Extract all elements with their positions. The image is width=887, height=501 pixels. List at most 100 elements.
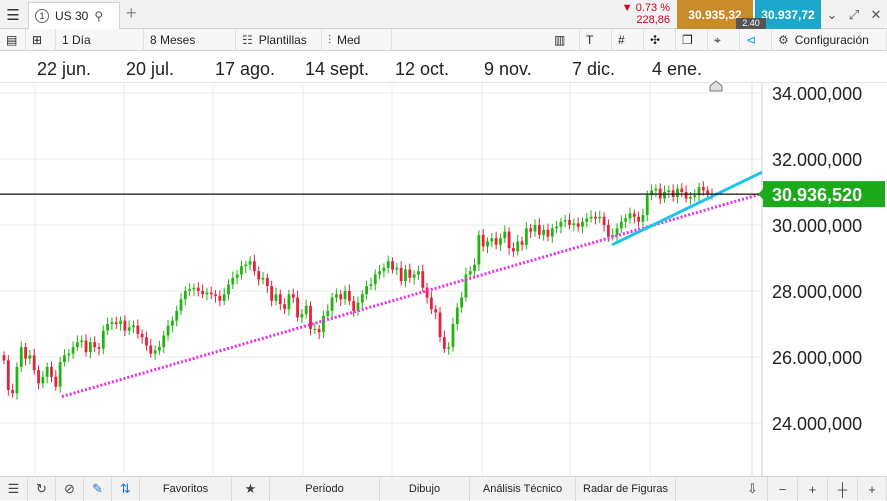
candle-body [158, 347, 161, 351]
chart-grid [0, 83, 763, 476]
technical-analysis-button[interactable]: Análisis Técnico [470, 477, 576, 501]
favorites-label: Favoritos [162, 483, 209, 495]
candle-body [598, 216, 602, 219]
range-select[interactable]: 8 Meses [144, 29, 236, 51]
close-icon[interactable]: ✕ [870, 6, 882, 22]
list-icon[interactable]: ▤ [0, 29, 26, 51]
current-price-badge [763, 181, 885, 208]
candle-body [192, 287, 196, 290]
period-label: Período [305, 483, 344, 495]
pencil-icon[interactable]: ✎ [84, 477, 112, 501]
scroll-up-icon[interactable] [709, 80, 723, 92]
zoom-in-icon[interactable]: + [798, 477, 828, 501]
candle-body [455, 307, 459, 324]
notes-icon[interactable]: ▥ [548, 29, 580, 51]
candle-body [145, 337, 148, 346]
candle-body [568, 220, 571, 225]
search-icon[interactable]: ⚲ [94, 9, 104, 23]
candle-body [88, 342, 92, 353]
range-label: 8 Meses [150, 33, 196, 47]
templates-button[interactable]: ☷ Plantillas [236, 29, 322, 51]
star-icon[interactable]: ★ [232, 477, 270, 501]
candle-body [123, 320, 127, 331]
sort-icon[interactable]: ⇅ [112, 477, 140, 501]
sell-price-button[interactable]: 30.935,32 [677, 0, 754, 29]
candle-body [451, 324, 455, 348]
tag-icon[interactable]: ⊲ [740, 29, 772, 51]
price-axis-label: 32.000,000 [772, 150, 862, 170]
candle-body [343, 291, 347, 300]
chart-style-button[interactable]: ⫶ Med [322, 29, 392, 51]
candle-body [153, 350, 157, 354]
change-percent: ▼ 0.73 % [621, 2, 670, 14]
candle-body [28, 355, 32, 359]
price-axis: 34.000,000 32.000,000 30.000,000 28.000,000… [758, 84, 885, 434]
candle-body [378, 271, 381, 275]
candle-body [235, 274, 239, 278]
bottom-toolbar: ☰ ↻ ⊘ ✎ ⇅ Favoritos ★ Período Dibujo Aná… [0, 476, 887, 501]
layout-icon[interactable]: ⊞ [26, 29, 56, 51]
candle-body [54, 376, 58, 387]
interval-label: 1 Día [62, 33, 91, 47]
candle-body [615, 228, 619, 235]
period-button[interactable]: Período [270, 477, 380, 501]
drawing-label: Dibujo [408, 483, 441, 495]
candle-body [11, 390, 15, 394]
candle-body [71, 347, 75, 354]
favorites-button[interactable]: Favoritos [140, 477, 232, 501]
chevron-icon[interactable]: ⌄ [826, 6, 838, 22]
target-icon[interactable]: ⌖ [708, 29, 740, 51]
candle-body [680, 188, 684, 192]
menu-icon[interactable]: ☰ [6, 6, 20, 24]
candle-body [369, 284, 373, 287]
block-icon[interactable]: ⊘ [56, 477, 84, 501]
zoom-out-icon[interactable]: − [768, 477, 798, 501]
interval-select[interactable]: 1 Día [56, 29, 144, 51]
shapes-radar-button[interactable]: Radar de Figuras [576, 477, 676, 501]
instrument-tab[interactable]: 1 US 30 ⚲ [28, 2, 120, 29]
crosshair-icon[interactable]: ┼ [828, 477, 858, 501]
candle-body [75, 342, 79, 348]
candle-body [524, 228, 528, 245]
buy-price-button[interactable]: 30.937,72 [755, 0, 821, 29]
menu-icon[interactable]: ☰ [0, 477, 28, 501]
tab-bar: ☰ 1 US 30 ⚲ + ▼ 0.73 % 228,86 30.935,32 … [0, 0, 887, 29]
price-axis-label: 30.000,000 [772, 216, 862, 236]
candle-body [701, 187, 705, 191]
grid-icon[interactable]: # [612, 29, 644, 51]
crosshair-icon[interactable]: ✣ [644, 29, 676, 51]
settings-button[interactable]: ⚙ Configuración [772, 29, 887, 51]
change-points: 228,86 [636, 14, 670, 26]
templates-icon: ☷ [242, 33, 253, 47]
text-icon[interactable]: T [580, 29, 612, 51]
date-axis: 22 jun. 20 jul. 17 ago. 14 sept. 12 oct.… [0, 51, 887, 83]
candle-body [265, 277, 269, 287]
candle-body [261, 277, 265, 280]
settings-label: Configuración [794, 33, 869, 47]
refresh-icon[interactable]: ↻ [28, 477, 56, 501]
price-chart[interactable]: 34.000,000 32.000,000 30.000,000 28.000,000… [0, 83, 887, 476]
candle-body [287, 294, 291, 310]
drawing-button[interactable]: Dibujo [380, 477, 470, 501]
windows-icon[interactable]: ❐ [676, 29, 708, 51]
candle-body [490, 238, 494, 242]
candle-body [520, 241, 524, 245]
candle-body [464, 274, 468, 298]
candle-body [581, 221, 584, 227]
candle-body [231, 277, 235, 285]
candle-body [322, 315, 325, 333]
candle-body [240, 266, 243, 275]
download-icon[interactable]: ⇩ [738, 477, 768, 501]
candle-body [110, 322, 114, 324]
current-price-label: 30.936,520 [772, 185, 862, 205]
candle-body [438, 312, 442, 338]
expand-icon[interactable]: ⤢ [848, 6, 860, 22]
candle-body [395, 267, 399, 270]
candle-body [360, 294, 364, 303]
candle-body [175, 310, 179, 321]
candle-body [619, 221, 623, 229]
candle-body [585, 218, 589, 222]
add-tab-button[interactable]: + [126, 3, 137, 23]
add-icon[interactable]: + [858, 477, 887, 501]
candle-body [214, 294, 217, 296]
